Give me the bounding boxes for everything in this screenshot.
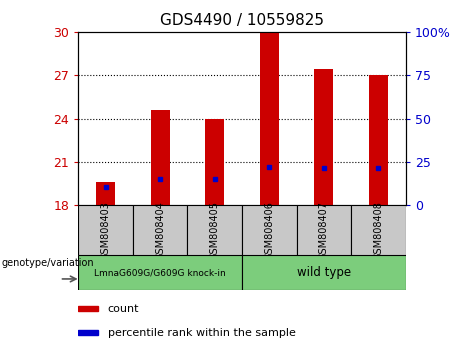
Text: count: count (108, 304, 139, 314)
Text: GSM808408: GSM808408 (373, 201, 384, 259)
Bar (78, 330, 98, 335)
Text: GSM808406: GSM808406 (264, 201, 274, 259)
Bar (260, 32, 279, 205)
Bar (242, 255, 406, 290)
Bar (369, 75, 388, 205)
Text: LmnaG609G/G609G knock-in: LmnaG609G/G609G knock-in (95, 268, 226, 277)
Bar (96, 182, 115, 205)
Bar (205, 119, 225, 205)
Bar (78, 306, 98, 311)
Text: wild type: wild type (297, 266, 351, 279)
Bar (151, 110, 170, 205)
Text: GSM808403: GSM808403 (100, 201, 111, 259)
Title: GDS4490 / 10559825: GDS4490 / 10559825 (160, 13, 324, 28)
Bar (188, 205, 242, 255)
Text: GSM808407: GSM808407 (319, 201, 329, 259)
Bar (78, 205, 133, 255)
Text: genotype/variation: genotype/variation (2, 258, 95, 268)
Bar (351, 205, 406, 255)
Bar (314, 69, 333, 205)
Text: GSM808405: GSM808405 (210, 201, 220, 259)
Bar (296, 205, 351, 255)
Bar (133, 205, 188, 255)
Bar (242, 205, 296, 255)
Text: GSM808404: GSM808404 (155, 201, 165, 259)
Bar (78, 255, 242, 290)
Text: percentile rank within the sample: percentile rank within the sample (108, 329, 296, 338)
